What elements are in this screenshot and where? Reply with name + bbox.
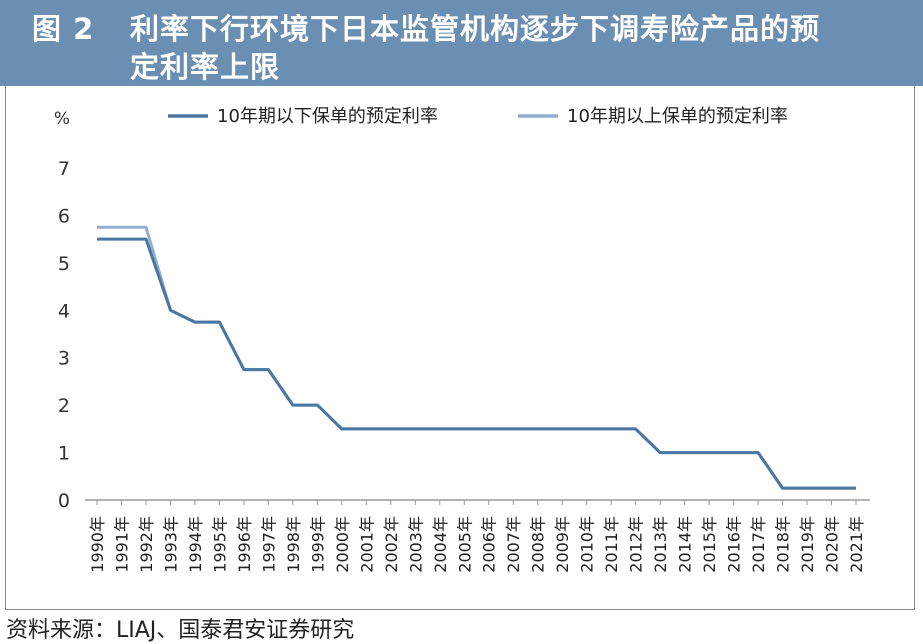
x-tick-label: 1994年: [186, 516, 205, 573]
x-tick-label: 2000年: [333, 516, 352, 573]
x-tick-label: 2003年: [406, 516, 425, 573]
x-tick-label: 2002年: [382, 516, 401, 573]
x-tick-label: 2017年: [749, 516, 768, 573]
x-tick-label: 2008年: [529, 516, 548, 573]
x-tick-label: 2015年: [700, 516, 719, 573]
x-tick-label: 1997年: [259, 516, 278, 573]
x-tick-label: 2016年: [725, 516, 744, 573]
figure-label: 图 2: [32, 12, 95, 46]
x-tick-label: 1992年: [137, 516, 156, 573]
series-line-below-10y: [97, 237, 856, 490]
y-tick-label: 2: [58, 395, 70, 417]
y-tick-label: 4: [58, 300, 70, 322]
title-bar: 图 2 利率下行环境下日本监管机构逐步下调寿险产品的预 定利率上限: [0, 0, 923, 86]
x-tick-label: 2001年: [357, 516, 376, 573]
x-tick-label: 2014年: [676, 516, 695, 573]
y-tick-label: 1: [58, 443, 70, 465]
x-tick-label: 2013年: [651, 516, 670, 573]
x-tick-label: 2020年: [823, 516, 842, 573]
x-tick-label: 2019年: [798, 516, 817, 573]
x-tick-label: 1996年: [235, 516, 254, 573]
x-tick-label: 2018年: [774, 516, 793, 573]
chart-frame: [5, 86, 915, 610]
y-axis-unit-label: %: [54, 109, 70, 129]
source-note: 资料来源：LIAJ、国泰君安证券研究: [6, 618, 355, 643]
x-tick-label: 1995年: [210, 516, 229, 573]
y-tick-label: 6: [58, 205, 70, 227]
x-tick-label: 2009年: [553, 516, 572, 573]
y-tick-label: 7: [58, 158, 70, 180]
x-tick-label: 2012年: [627, 516, 646, 573]
x-tick-label: 1991年: [112, 516, 131, 573]
x-tick-label: 1998年: [284, 516, 303, 573]
x-tick-label: 2007年: [504, 516, 523, 573]
chart-title-line-1: 利率下行环境下日本监管机构逐步下调寿险产品的预: [130, 12, 821, 46]
x-tick-label: 2010年: [578, 516, 597, 573]
y-tick-label: 0: [58, 490, 70, 512]
y-tick-label: 3: [58, 348, 70, 370]
legend-label-below-10y: 10年期以下保单的预定利率: [217, 106, 438, 127]
line-chart: % 0 1 2 3 4 5 6 7 1990年 1991年 1992年 1993年 1994年 1995年 1…: [54, 106, 870, 573]
legend-label-above-10y: 10年期以上保单的预定利率: [567, 106, 788, 127]
x-tick-label: 2021年: [847, 516, 866, 573]
y-tick-label: 5: [58, 253, 70, 275]
x-tick-label: 2011年: [602, 516, 621, 573]
x-tick-label: 1993年: [161, 516, 180, 573]
x-tick-label: 1999年: [308, 516, 327, 573]
x-tick-label: 2006年: [480, 516, 499, 573]
x-tick-label: 2004年: [431, 516, 450, 573]
x-tick-label: 1990年: [88, 516, 107, 573]
x-tick-label: 2005年: [455, 516, 474, 573]
chart-title-line-2: 定利率上限: [130, 50, 281, 84]
series-line-above-10y: [97, 225, 856, 490]
